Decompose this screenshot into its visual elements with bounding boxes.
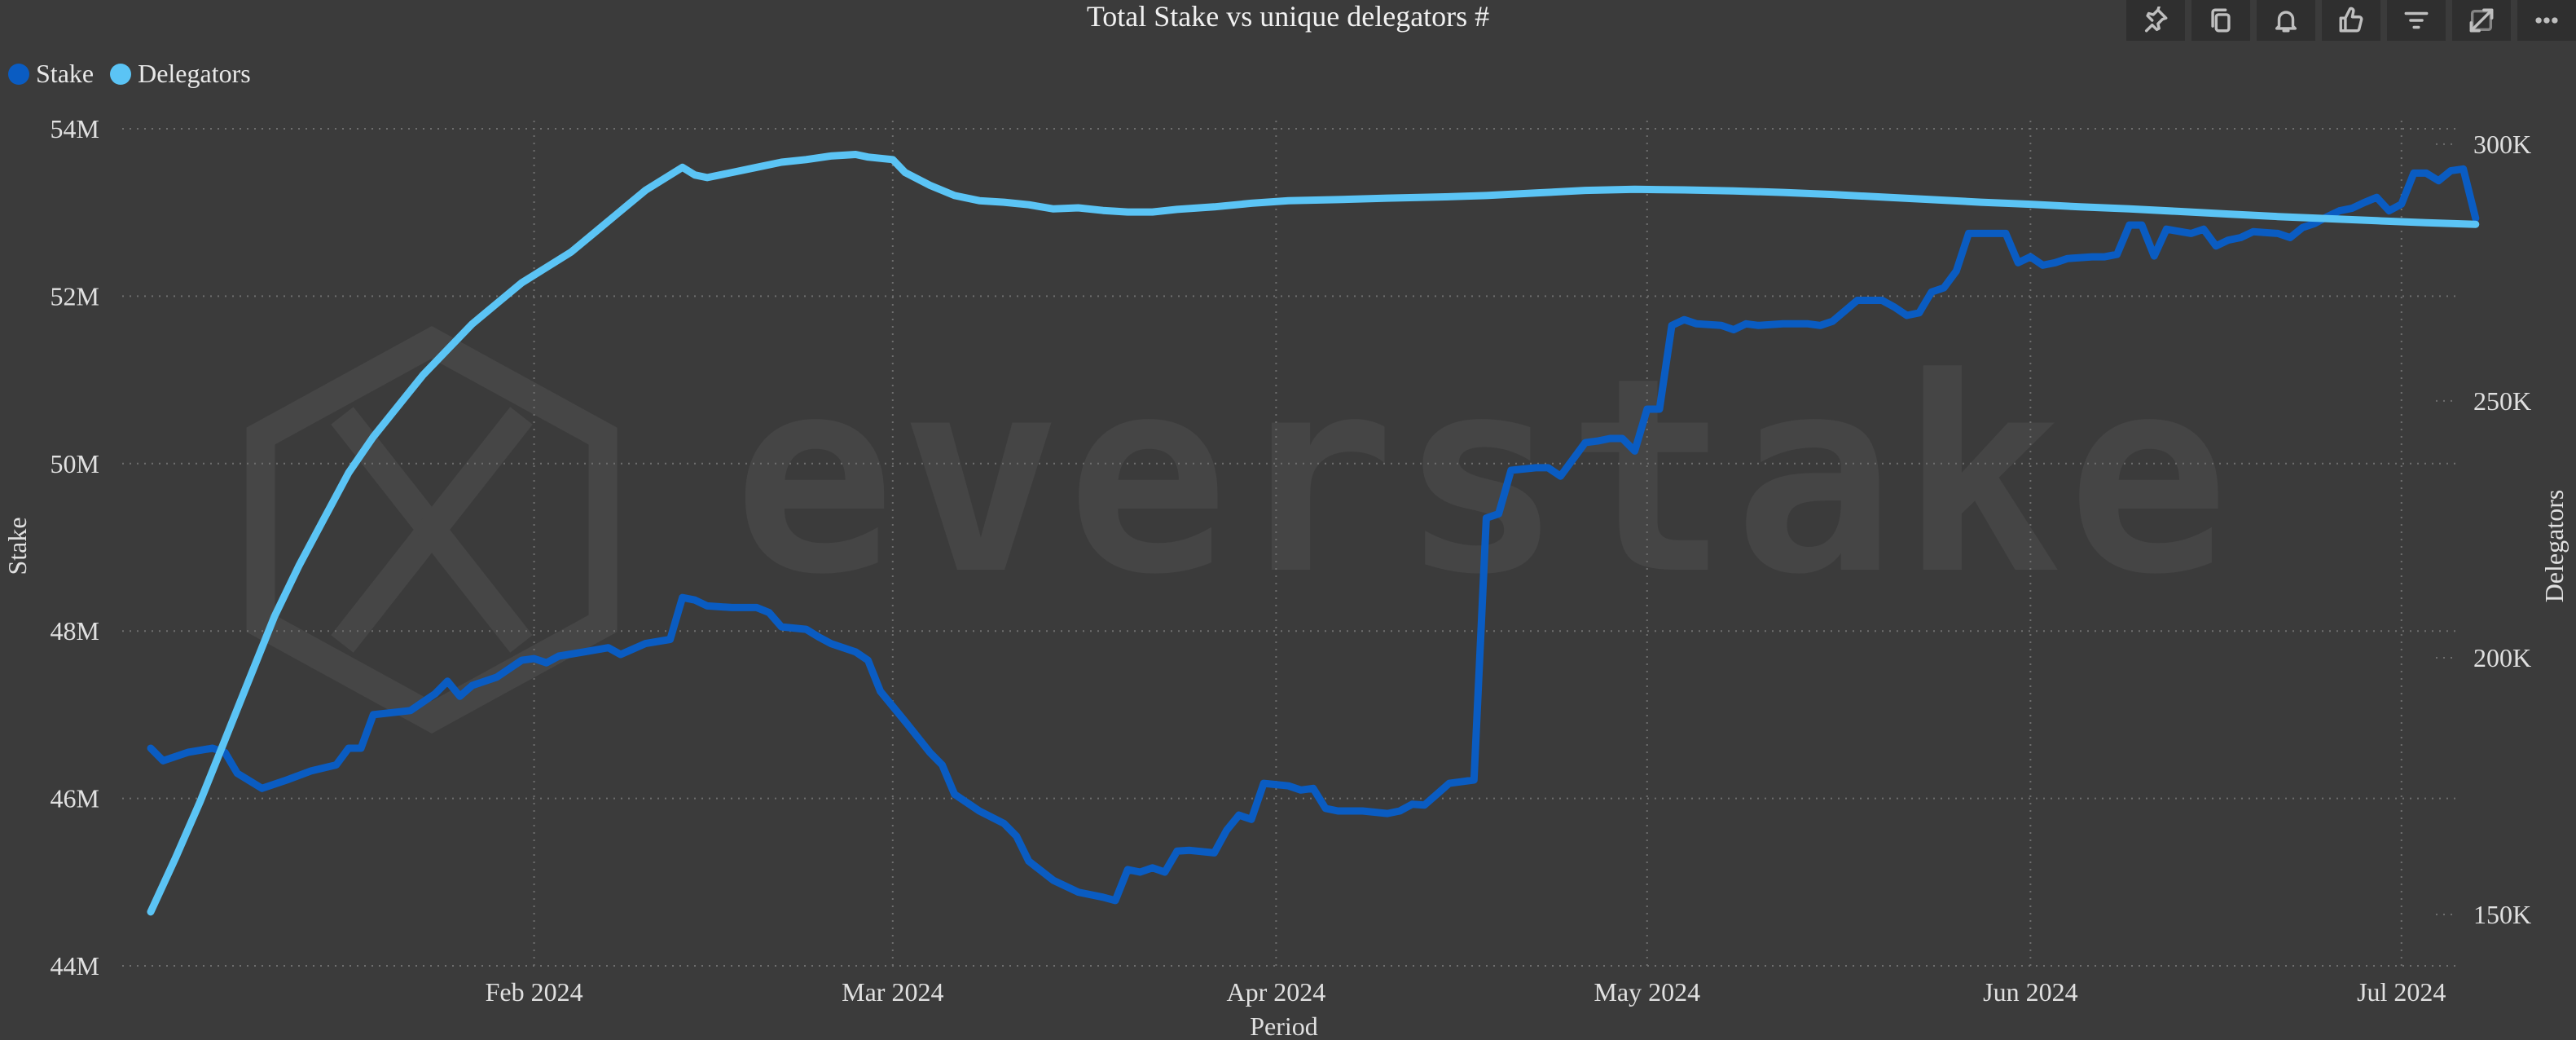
legend-dot-stake xyxy=(8,63,29,85)
alert-button[interactable] xyxy=(2257,0,2315,41)
legend-label-delegators: Delegators xyxy=(138,59,251,88)
y2-tick-label: 200K xyxy=(2473,643,2531,672)
legend-dot-delegators xyxy=(110,63,132,85)
pin-icon xyxy=(2144,7,2168,33)
y-tick-label: 44M xyxy=(51,951,99,981)
x-tick-label: Feb 2024 xyxy=(486,977,583,1007)
series-line-stake xyxy=(147,165,2480,905)
x-tick-label: Apr 2024 xyxy=(1226,977,1325,1007)
legend: Stake Delegators xyxy=(8,59,251,89)
x-tick-label: Mar 2024 xyxy=(842,977,943,1007)
bell-icon xyxy=(2275,11,2297,33)
y-tick-label: 52M xyxy=(51,281,99,311)
legend-item-delegators[interactable]: Delegators xyxy=(110,59,251,89)
more-icon xyxy=(2535,17,2558,24)
filter-icon xyxy=(2404,11,2429,29)
y-tick-label: 50M xyxy=(51,449,99,478)
legend-label-stake: Stake xyxy=(36,59,95,88)
series-line-delegators xyxy=(147,151,2480,916)
x-tick-label: Jul 2024 xyxy=(2357,977,2446,1007)
visual-toolbar xyxy=(2126,0,2576,41)
thumbs-up-icon xyxy=(2339,7,2363,33)
legend-item-stake[interactable]: Stake xyxy=(8,59,94,89)
pin-button[interactable] xyxy=(2126,0,2185,41)
expand-icon xyxy=(2469,8,2494,33)
y-axis-title: Stake xyxy=(2,517,32,575)
x-tick-label: Jun 2024 xyxy=(1983,977,2077,1007)
y2-tick-label: 250K xyxy=(2473,386,2531,416)
x-axis-title: Period xyxy=(1250,1011,1318,1040)
x-tick-label: May 2024 xyxy=(1594,977,1700,1007)
y2-axis-title: Delegators xyxy=(2539,490,2569,603)
feedback-button[interactable] xyxy=(2322,0,2380,41)
y-tick-label: 46M xyxy=(51,784,99,813)
copy-icon xyxy=(2211,8,2231,33)
y2-tick-label: 300K xyxy=(2473,130,2531,159)
filter-button[interactable] xyxy=(2387,0,2446,41)
focus-mode-button[interactable] xyxy=(2452,0,2511,41)
y-tick-label: 48M xyxy=(51,616,99,646)
chart-title: Total Stake vs unique delegators # xyxy=(1086,0,1490,33)
more-options-button[interactable] xyxy=(2517,0,2576,41)
copy-button[interactable] xyxy=(2191,0,2250,41)
y2-tick-label: 150K xyxy=(2473,900,2531,929)
y-tick-label: 54M xyxy=(51,114,99,143)
